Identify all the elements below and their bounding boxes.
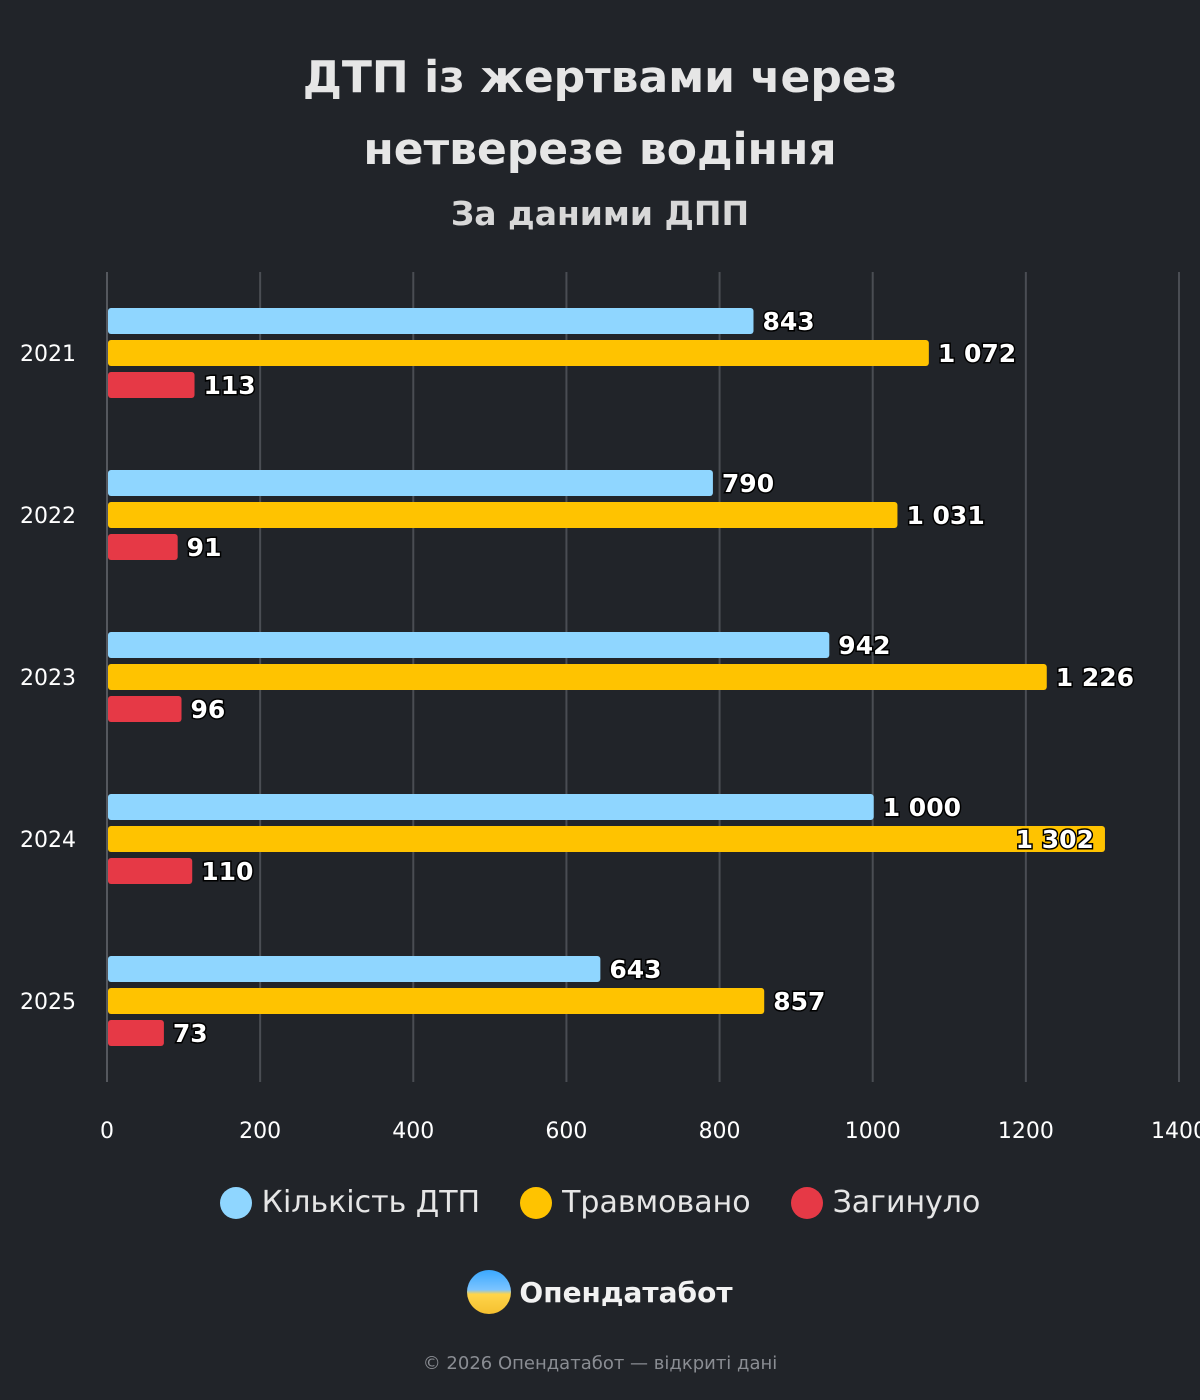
data-label: 1 000 [883, 793, 961, 822]
y-tick-label: 2022 [20, 504, 76, 529]
bar [108, 502, 898, 528]
data-label: 1 302 [1016, 825, 1094, 854]
data-label: 1 072 [938, 339, 1016, 368]
x-tick-label: 800 [699, 1119, 741, 1144]
data-label: 1 226 [1056, 663, 1134, 692]
data-label: 113 [204, 371, 256, 400]
brand-logo: Опендатабот [0, 1270, 1200, 1314]
data-label: 942 [838, 631, 890, 660]
bar [108, 470, 713, 496]
bar-chart: 0 200 400 600 800 1000 1200 1400 2021 843 1 072 113… [20, 272, 1200, 1144]
x-tick-label: 1200 [998, 1119, 1054, 1144]
data-label: 96 [191, 695, 226, 724]
bar [108, 956, 601, 982]
data-label: 843 [762, 307, 814, 336]
bar [108, 1020, 164, 1046]
x-tick-label: 600 [545, 1119, 587, 1144]
data-label: 643 [609, 955, 661, 984]
bar [108, 794, 874, 820]
x-tick-label: 1400 [1151, 1119, 1200, 1144]
y-tick-label: 2024 [20, 828, 76, 853]
legend-dot [520, 1186, 553, 1219]
bar [108, 696, 182, 722]
x-tick-label: 200 [239, 1119, 281, 1144]
x-tick-label: 0 [100, 1119, 114, 1144]
y-tick-label: 2021 [20, 342, 76, 367]
chart-title: ДТП із жертвами через нетверезе водіння [302, 52, 898, 175]
x-tick-label: 400 [392, 1119, 434, 1144]
data-label: 110 [201, 857, 253, 886]
chart-subtitle: За даними ДПП [450, 194, 750, 233]
data-label: 91 [187, 533, 222, 562]
y-tick-label: 2023 [20, 666, 76, 691]
legend-item[interactable]: Травмовано [520, 1185, 751, 1220]
bar [108, 308, 754, 334]
bar [108, 858, 193, 884]
data-label: 790 [722, 469, 774, 498]
legend-item[interactable]: Кількість ДТП [219, 1185, 480, 1220]
legend-item[interactable]: Загинуло [790, 1185, 980, 1220]
bar [108, 826, 1105, 852]
legend-dot [790, 1186, 823, 1219]
bar [108, 534, 178, 560]
footer: © 2026 Опендатабот — відкриті дані [422, 1353, 778, 1374]
x-tick-label: 1000 [845, 1119, 901, 1144]
data-label: 73 [173, 1019, 208, 1048]
legend-dot [219, 1186, 252, 1219]
bar [108, 632, 830, 658]
logo-icon [467, 1270, 512, 1314]
bar [108, 340, 929, 366]
y-tick-label: 2025 [20, 990, 76, 1015]
data-label: 1 031 [906, 501, 984, 530]
bar [108, 372, 195, 398]
bar [108, 664, 1047, 690]
bar [108, 988, 765, 1014]
legend: Кількість ДТП Травмовано Загинуло [0, 1185, 1200, 1220]
data-label: 857 [773, 987, 825, 1016]
